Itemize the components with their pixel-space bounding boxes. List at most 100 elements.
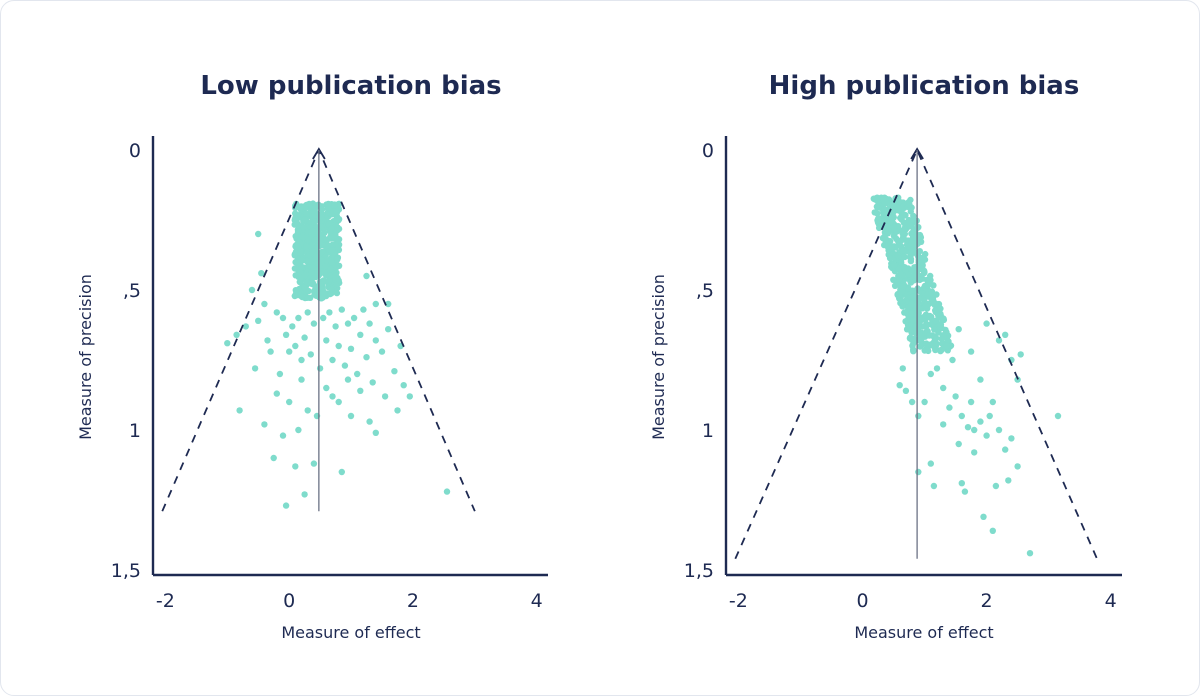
cluster-point bbox=[910, 217, 918, 224]
cluster-point bbox=[292, 287, 299, 294]
cluster-point bbox=[318, 214, 325, 221]
cluster-point bbox=[919, 262, 926, 269]
data-point bbox=[270, 454, 277, 462]
cluster-point bbox=[909, 234, 917, 241]
cluster-point bbox=[328, 286, 335, 293]
y-tick-label: 1 bbox=[702, 420, 714, 442]
data-point bbox=[971, 426, 978, 434]
data-point bbox=[989, 527, 996, 534]
data-point bbox=[255, 317, 262, 324]
data-point bbox=[983, 320, 990, 327]
data-point bbox=[335, 398, 342, 406]
data-point bbox=[267, 348, 274, 355]
cluster-point bbox=[871, 209, 878, 216]
data-point bbox=[236, 407, 243, 414]
cluster-point bbox=[301, 216, 308, 223]
cluster-point bbox=[898, 259, 905, 266]
cluster-point bbox=[325, 205, 332, 212]
funnel-apex-arrow bbox=[910, 147, 924, 160]
cluster-point bbox=[291, 265, 299, 272]
cluster-point bbox=[302, 204, 309, 211]
cluster-point bbox=[309, 248, 316, 255]
cluster-point bbox=[924, 292, 931, 299]
cluster-point bbox=[901, 226, 908, 233]
data-point bbox=[967, 398, 975, 406]
cluster-point bbox=[303, 279, 311, 286]
cluster-point bbox=[318, 206, 326, 213]
cluster-point bbox=[933, 335, 940, 342]
data-point bbox=[261, 300, 268, 308]
y-tick-label: 1 bbox=[129, 420, 141, 442]
data-point bbox=[992, 482, 1000, 490]
data-point bbox=[394, 407, 401, 414]
cluster-point bbox=[332, 272, 339, 279]
data-point bbox=[354, 370, 361, 378]
data-point bbox=[1054, 412, 1062, 420]
cluster-point bbox=[874, 219, 882, 226]
cluster-point bbox=[292, 215, 299, 222]
data-point bbox=[310, 320, 318, 327]
y-tick-label: 0 bbox=[702, 140, 714, 162]
data-point bbox=[301, 491, 308, 498]
cluster-point bbox=[924, 282, 932, 289]
data-point bbox=[958, 412, 965, 420]
cluster-point bbox=[897, 271, 904, 278]
cluster-point bbox=[331, 201, 338, 208]
data-points bbox=[870, 194, 1062, 557]
cluster-point bbox=[309, 274, 317, 281]
data-point bbox=[264, 337, 271, 344]
data-point bbox=[995, 337, 1003, 344]
data-point bbox=[908, 398, 916, 406]
cluster-point bbox=[875, 224, 883, 232]
cluster-point bbox=[328, 259, 335, 266]
data-point bbox=[940, 384, 947, 392]
cluster-point bbox=[880, 196, 887, 203]
data-point bbox=[316, 365, 324, 372]
cluster-point bbox=[907, 279, 915, 286]
cluster-point bbox=[873, 203, 881, 210]
data-point bbox=[301, 334, 308, 341]
data-point bbox=[940, 421, 947, 428]
data-point bbox=[344, 376, 352, 383]
data-point bbox=[385, 326, 392, 333]
cluster-point bbox=[923, 313, 931, 320]
data-point bbox=[967, 348, 975, 355]
cluster-point bbox=[294, 260, 301, 267]
cluster-point bbox=[886, 255, 894, 262]
data-point bbox=[357, 331, 364, 338]
cluster-point bbox=[894, 252, 901, 259]
data-point bbox=[258, 270, 265, 277]
cluster-point bbox=[322, 271, 330, 279]
cluster-point bbox=[910, 348, 917, 355]
y-tick-label: ,5 bbox=[696, 280, 714, 302]
data-point bbox=[273, 309, 280, 316]
cluster-point bbox=[311, 206, 318, 213]
data-point bbox=[378, 348, 386, 355]
chart-title: Low publication bias bbox=[200, 71, 501, 101]
cluster-point bbox=[308, 269, 315, 276]
cluster-point bbox=[913, 327, 920, 334]
cluster-point bbox=[908, 293, 916, 300]
cluster-point bbox=[301, 283, 308, 291]
cluster-point bbox=[938, 315, 945, 323]
data-point bbox=[289, 323, 296, 330]
cluster-point bbox=[333, 264, 340, 271]
data-point bbox=[276, 370, 284, 378]
data-point bbox=[955, 326, 962, 333]
data-point bbox=[372, 337, 379, 344]
cluster-point bbox=[319, 248, 326, 255]
cluster-point bbox=[903, 326, 911, 333]
data-point bbox=[930, 482, 938, 490]
data-point bbox=[1017, 351, 1024, 358]
panel-low-publication-bias: Low publication bias Measure of effect M… bbox=[76, 71, 548, 642]
data-point bbox=[326, 309, 333, 316]
data-point bbox=[347, 345, 355, 352]
x-axis-label: Measure of effect bbox=[281, 623, 420, 642]
data-point bbox=[279, 314, 287, 322]
cluster-point bbox=[919, 254, 926, 261]
data-point bbox=[406, 393, 413, 400]
cluster-point bbox=[891, 282, 899, 289]
data-point bbox=[332, 323, 339, 330]
data-point bbox=[1005, 477, 1012, 484]
